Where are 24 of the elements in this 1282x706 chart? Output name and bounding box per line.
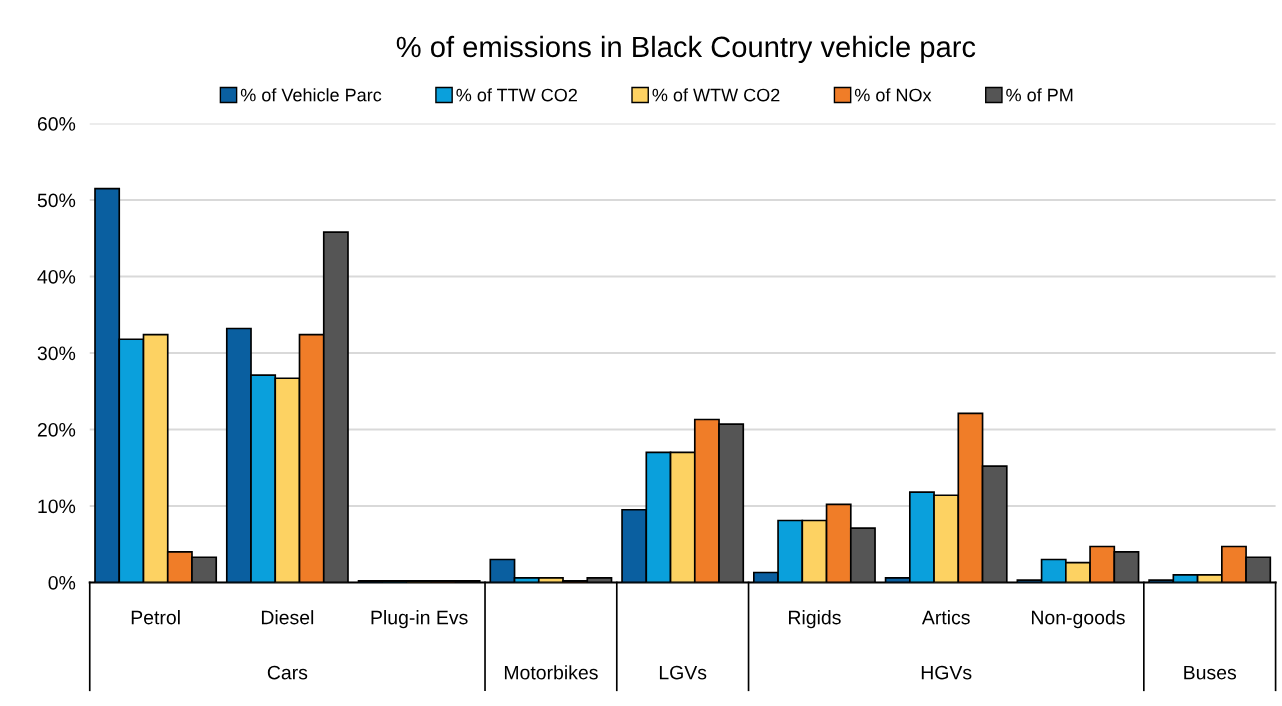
text: LGVs	[659, 665, 707, 680]
legend-label: % of WTW CO2	[652, 88, 780, 102]
legend-label: % of PM	[1006, 88, 1073, 102]
x-tick-label: Non-goods	[1031, 610, 1125, 629]
y-tick-label: 60%	[37, 117, 76, 131]
y-tick-label: 50%	[37, 193, 76, 208]
x-tick-label: Plug-in Evs	[371, 610, 468, 629]
text: Buses	[1184, 665, 1237, 680]
x-tick-label: Diesel	[261, 610, 314, 625]
text: Cars	[267, 665, 308, 680]
x-tick-label: Petrol	[131, 610, 180, 625]
legend-label: % of NOx	[854, 88, 932, 102]
y-tick-label: 40%	[37, 269, 76, 284]
y-tick-label: 0%	[48, 575, 76, 590]
text: Motorbikes	[504, 665, 598, 680]
y-tick-label: 30%	[37, 346, 76, 361]
x-tick-label: Artics	[921, 610, 970, 625]
chart-title: % of emissions in Black Country vehicle parc	[396, 35, 976, 64]
legend-label: % of TTW CO2	[456, 88, 577, 102]
legend-label: % of Vehicle Parc	[240, 88, 382, 102]
text: HGVs	[921, 665, 972, 680]
y-tick-label: 10%	[38, 499, 76, 514]
y-tick-label: 20%	[37, 422, 76, 437]
x-tick-label: Rigids	[789, 610, 841, 629]
